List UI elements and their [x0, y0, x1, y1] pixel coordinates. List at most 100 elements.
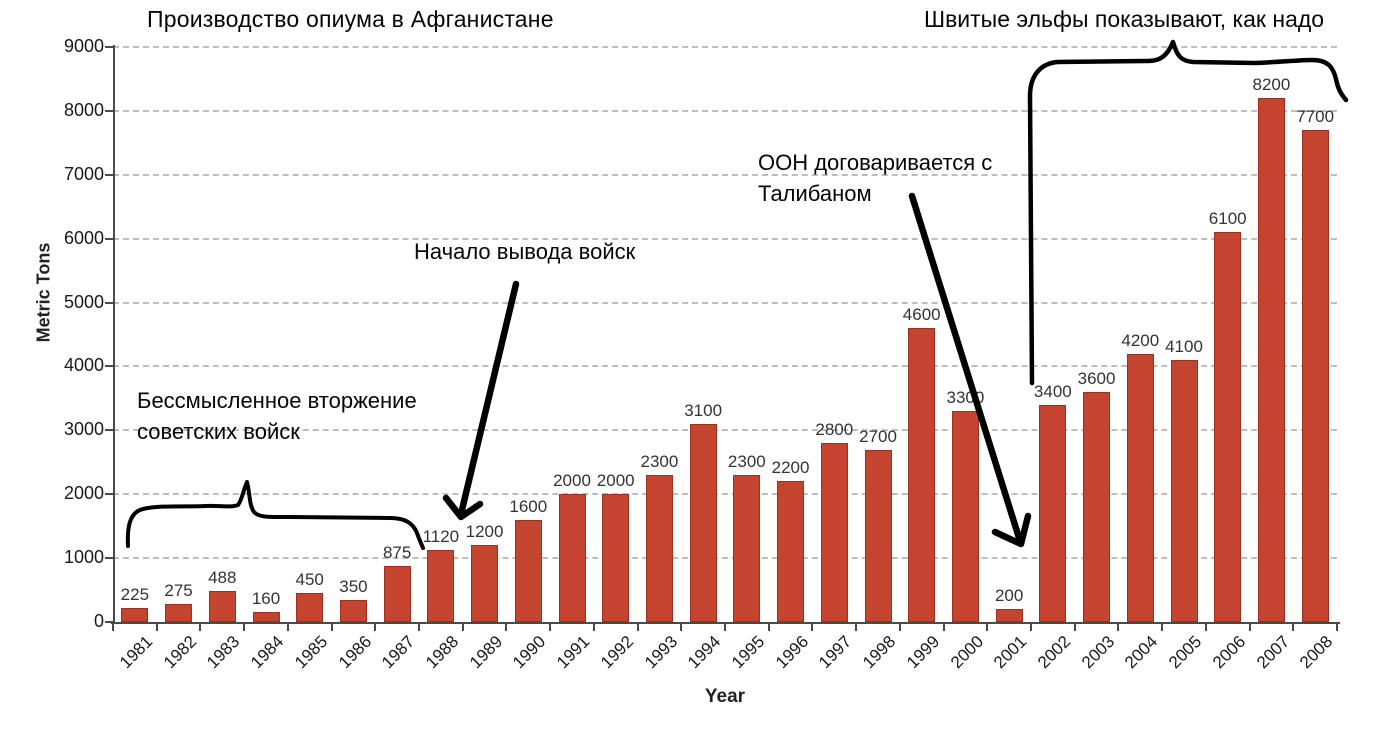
bar-1981	[121, 607, 149, 622]
x-tick-label-2007: 2007	[1252, 632, 1293, 673]
x-boundary-tick-25	[1204, 624, 1207, 631]
x-boundary-tick-8	[461, 624, 464, 631]
bar-2003	[1083, 392, 1111, 622]
x-tick-label-1985: 1985	[290, 632, 332, 673]
x-boundary-tick-10	[549, 624, 552, 631]
x-tick-label-2004: 2004	[1121, 632, 1162, 673]
bar-value-1998: 2700	[859, 426, 897, 446]
bar-value-2003: 3600	[1077, 369, 1116, 388]
x-boundary-tick-6	[374, 624, 377, 631]
x-boundary-tick-2	[199, 624, 202, 631]
y-tick-6000	[105, 237, 113, 240]
bar-value-1988: 1120	[422, 527, 460, 547]
bar-1998	[864, 449, 892, 622]
gridline-1000	[113, 557, 1337, 560]
bar-1985	[296, 593, 324, 622]
x-tick-label-2000: 2000	[946, 632, 987, 673]
x-boundary-tick-5	[330, 624, 333, 631]
x-tick-label-1997: 1997	[815, 632, 856, 673]
x-axis-title: Year	[704, 686, 746, 707]
x-tick-label-1996: 1996	[771, 632, 812, 673]
bar-1988	[427, 550, 455, 622]
bar-1983	[208, 590, 236, 622]
annotation-un-taliban-line2: Талибаном	[758, 181, 872, 206]
x-axis-line	[111, 622, 1340, 624]
x-boundary-tick-15	[767, 624, 770, 631]
x-tick-label-1993: 1993	[640, 632, 681, 673]
annotation-un-taliban: ООН договаривается с Талибаном	[758, 147, 992, 209]
x-boundary-tick-0	[112, 624, 114, 631]
y-tick-0	[105, 621, 113, 623]
x-boundary-tick-11	[592, 624, 595, 631]
x-tick-label-1995: 1995	[728, 632, 769, 673]
x-boundary-tick-3	[243, 624, 246, 631]
y-tick-label-8000: 8000	[63, 99, 104, 120]
bar-value-1994: 3100	[684, 400, 723, 420]
annotation-troop-withdrawal: Начало вывода войск	[414, 236, 635, 267]
bar-1996	[777, 481, 805, 622]
x-tick-label-1984: 1984	[247, 632, 288, 673]
y-tick-label-9000: 9000	[63, 36, 104, 56]
x-tick-label-1991: 1991	[553, 632, 594, 673]
y-tick-label-4000: 4000	[63, 355, 104, 376]
bar-1982	[165, 604, 193, 622]
x-tick-label-1998: 1998	[859, 632, 900, 673]
bar-value-1992: 2000	[596, 471, 635, 491]
x-boundary-tick-20	[986, 624, 989, 631]
gridline-8000	[113, 109, 1337, 112]
annotation-un-taliban-line1: ООН договаривается с	[758, 150, 993, 175]
bar-value-1989: 1200	[465, 522, 504, 542]
bar-1986	[339, 599, 367, 622]
x-boundary-tick-4	[286, 624, 289, 631]
bar-2000	[951, 411, 979, 622]
x-boundary-tick-22	[1073, 624, 1076, 631]
y-tick-3000	[105, 429, 113, 432]
bar-1994	[689, 423, 717, 622]
bar-1987	[383, 566, 411, 622]
gridline-3000	[113, 429, 1337, 432]
y-tick-4000	[105, 365, 113, 368]
x-tick-label-1992: 1992	[596, 632, 638, 673]
bar-value-1981: 225	[120, 584, 150, 604]
gridline-6000	[113, 237, 1337, 240]
bar-value-1991: 2000	[553, 471, 591, 491]
x-boundary-tick-26	[1248, 624, 1251, 631]
bar-value-1999: 4600	[902, 305, 941, 325]
y-tick-label-1000: 1000	[63, 547, 104, 568]
bar-1997	[820, 443, 848, 622]
bar-1991	[558, 494, 586, 622]
plot-area: 225 275 488 160 450 350 875 1120 1200 1600 2000 200…	[113, 46, 1337, 622]
x-boundary-tick-21	[1030, 624, 1032, 631]
bar-1993	[645, 475, 673, 622]
x-boundary-tick-18	[898, 624, 901, 631]
gridline-7000	[113, 173, 1337, 176]
bar-2005	[1170, 360, 1198, 622]
bar-value-2000: 3300	[946, 388, 985, 408]
x-boundary-tick-12	[636, 624, 639, 631]
bar-2007	[1257, 98, 1285, 622]
bar-2004	[1126, 353, 1154, 622]
x-tick-label-1989: 1989	[465, 632, 506, 673]
chart-title: Производство опиума в Афганистане	[147, 6, 554, 32]
bar-value-1982: 275	[164, 581, 193, 601]
bar-value-1993: 2300	[640, 452, 679, 472]
bar-value-2004: 4200	[1121, 330, 1160, 350]
bar-value-1996: 2200	[771, 458, 810, 478]
bar-2008	[1301, 130, 1329, 622]
annotation-soviet-invasion-line2: советских войск	[137, 419, 300, 444]
gridline-4000	[113, 365, 1337, 368]
x-boundary-tick-23	[1117, 624, 1120, 631]
x-tick-label-1983: 1983	[203, 632, 244, 673]
bar-value-2008: 7700	[1296, 107, 1335, 127]
bar-1995	[733, 475, 761, 622]
annotation-elves: Швитые эльфы показывают, как надо	[924, 4, 1324, 35]
bar-value-1986: 350	[339, 576, 368, 596]
y-tick-label-6000: 6000	[63, 227, 104, 248]
annotation-soviet-invasion: Бессмысленное вторжение советских войск	[137, 385, 417, 447]
bar-value-1983: 488	[208, 567, 237, 587]
x-boundary-tick-17	[855, 624, 858, 631]
x-tick-label-1986: 1986	[334, 632, 375, 673]
y-tick-1000	[105, 557, 113, 560]
bar-2006	[1214, 232, 1242, 622]
